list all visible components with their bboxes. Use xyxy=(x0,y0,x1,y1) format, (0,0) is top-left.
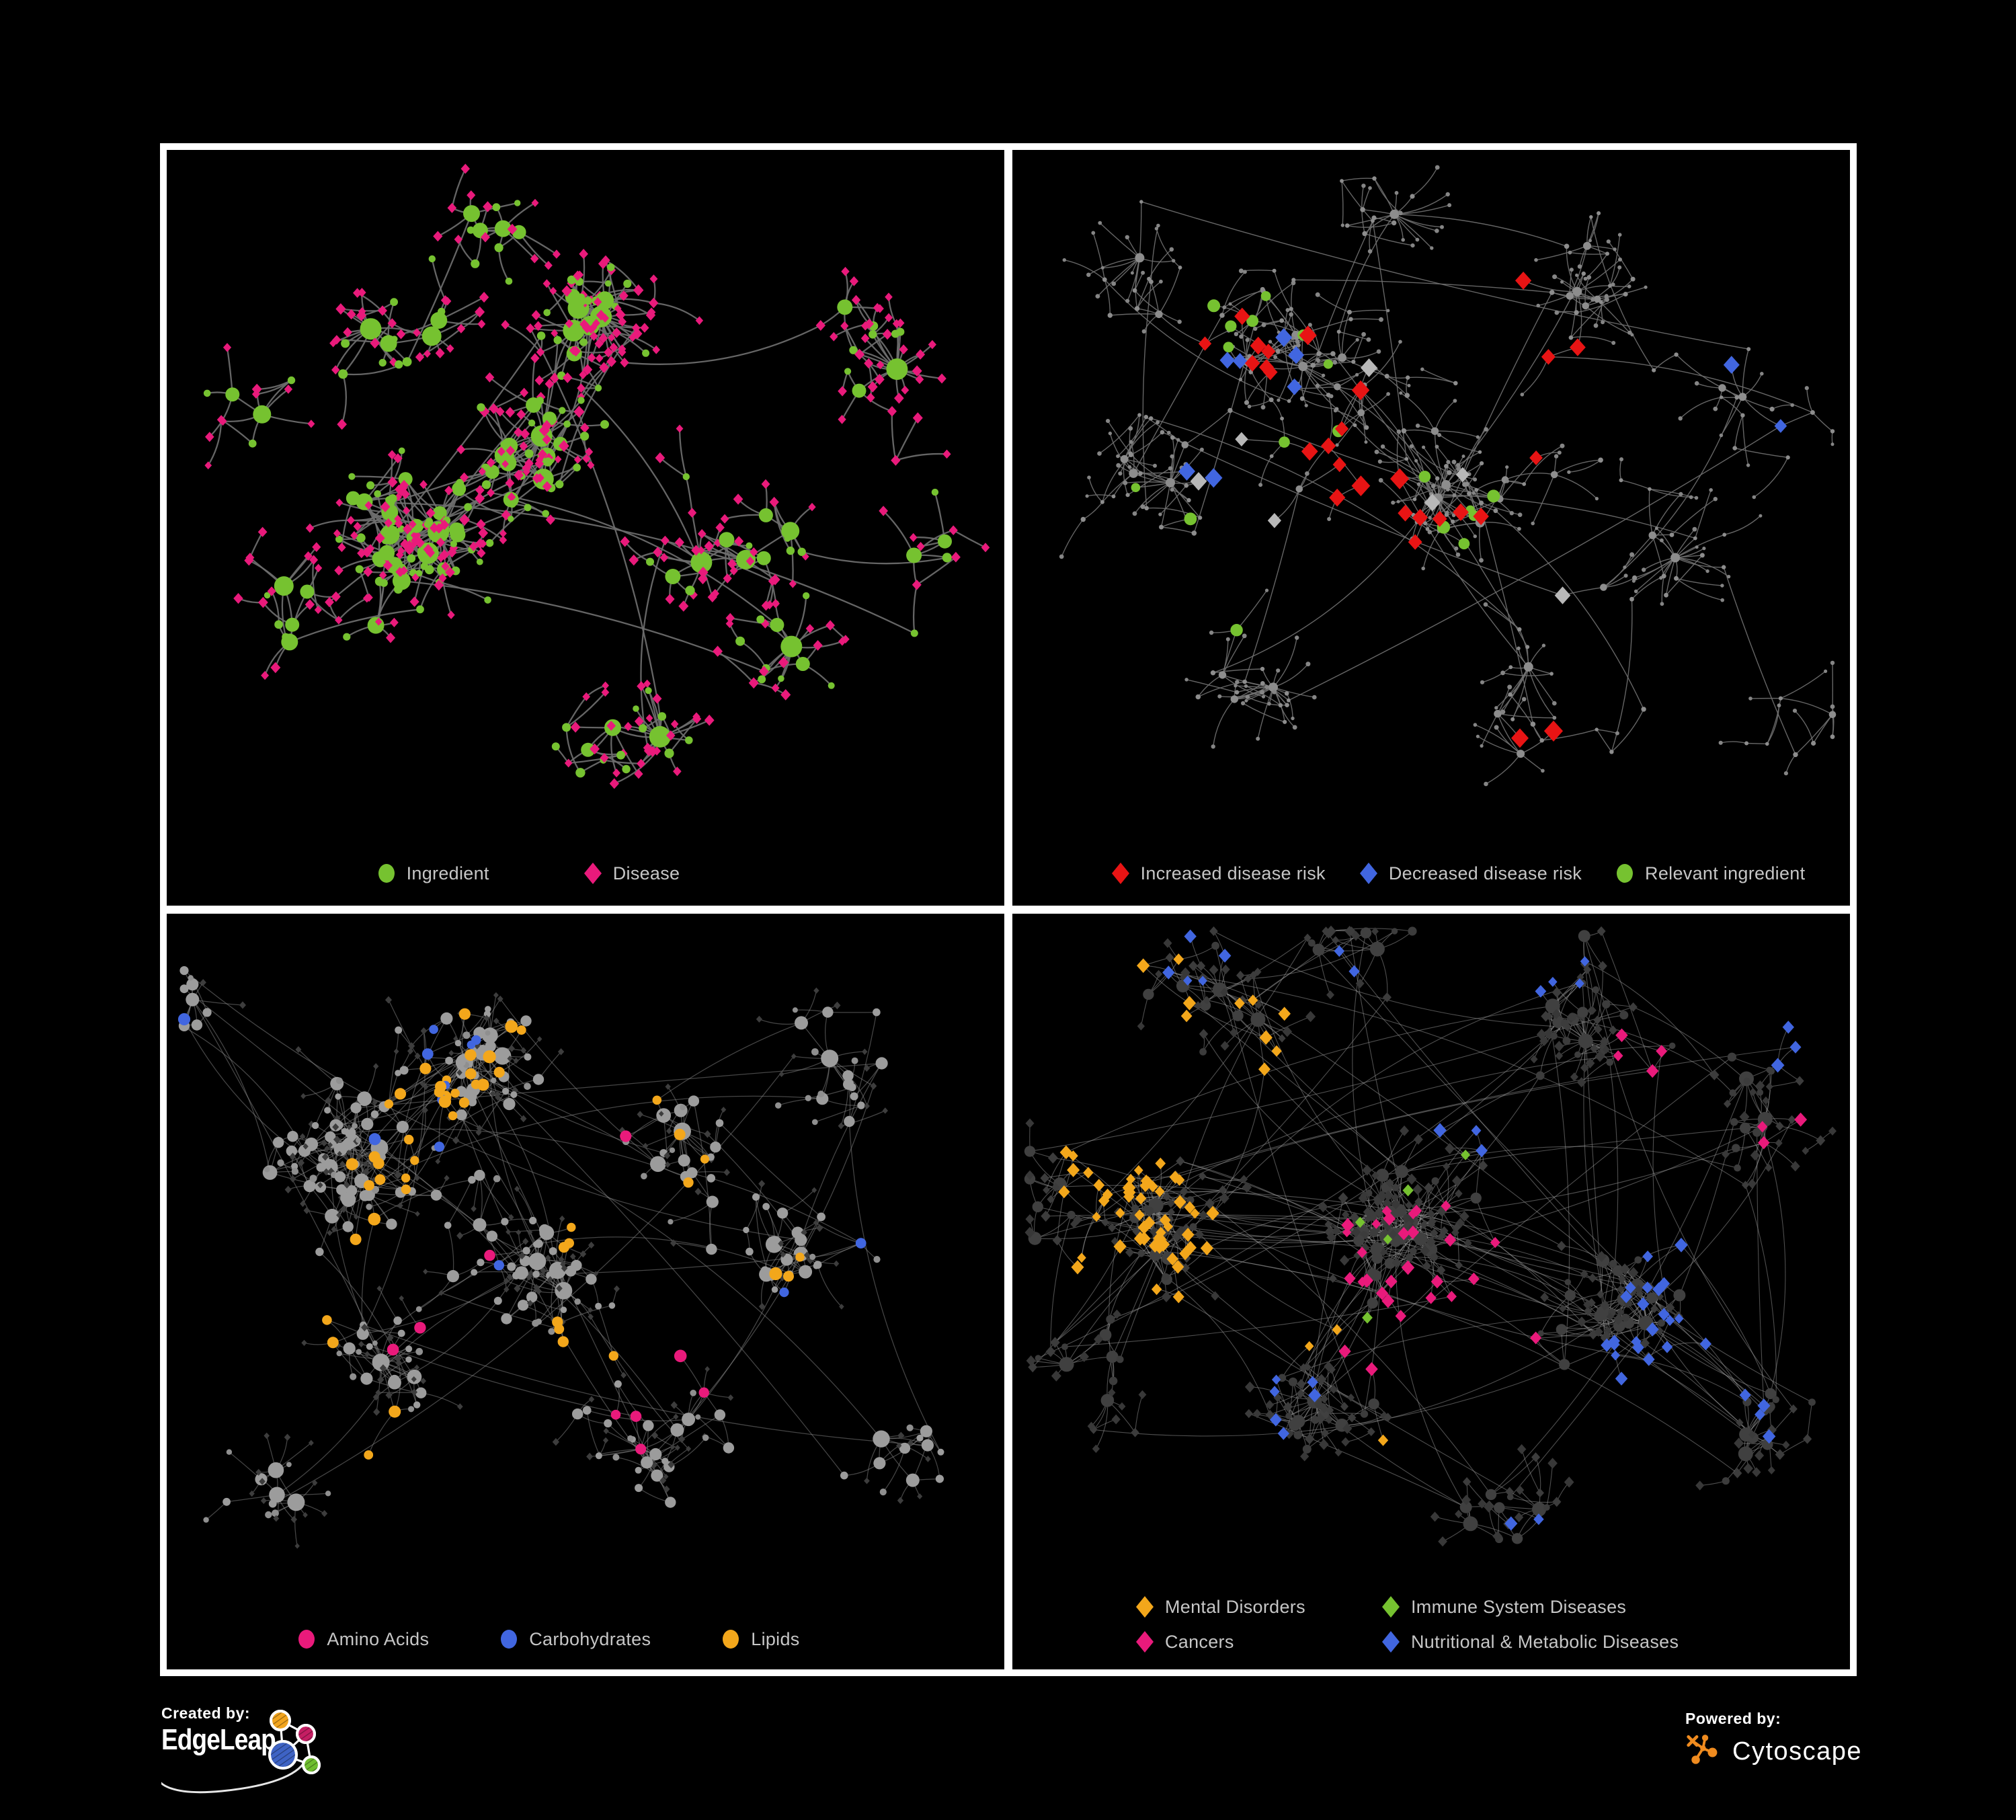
legend-marker-diamond-icon xyxy=(1136,1631,1154,1653)
legend-marker-diamond-icon xyxy=(1382,1596,1400,1618)
legend-marker-diamond-icon xyxy=(1359,863,1377,884)
legend-marker-diamond-icon xyxy=(1382,1631,1400,1653)
legend: Mental Disorders Immune System Diseases Ca… xyxy=(1012,1579,1850,1669)
powered-by-label: Powered by: xyxy=(1685,1710,1781,1727)
legend-marker-diamond-icon xyxy=(583,863,602,884)
cytoscape-network-icon xyxy=(1687,1735,1718,1764)
legend-label: Carbohydrates xyxy=(529,1628,651,1649)
legend: Ingredient Disease xyxy=(167,841,947,906)
edgeleap-logo: Created by: EdgeLeap xyxy=(161,1704,551,1819)
panel-ingredient-disease: Ingredient Disease xyxy=(167,150,1004,906)
legend-item: Mental Disorders xyxy=(1135,1595,1381,1618)
legend-item: Ingredient xyxy=(377,862,489,885)
legend-label: Immune System Diseases xyxy=(1411,1596,1627,1617)
legend-label: Ingredient xyxy=(406,863,489,883)
legend-item: Lipids xyxy=(721,1628,799,1651)
legend-item: Disease xyxy=(583,862,680,885)
legend-label: Relevant ingredient xyxy=(1645,863,1806,883)
legend-marker-circle-icon xyxy=(378,864,395,883)
legend-item: Decreased disease risk xyxy=(1359,862,1582,885)
legend-item: Carbohydrates xyxy=(499,1628,651,1651)
legend-label: Decreased disease risk xyxy=(1388,863,1582,883)
legend-label: Cancers xyxy=(1165,1631,1234,1652)
legend-item: Immune System Diseases xyxy=(1381,1595,1679,1618)
legend-marker-circle-icon xyxy=(723,1630,739,1649)
legend-label: Lipids xyxy=(751,1628,800,1649)
cytoscape-wordmark: Cytoscape xyxy=(1732,1737,1863,1766)
legend-item: Relevant ingredient xyxy=(1615,862,1805,885)
created-by-label: Created by: xyxy=(161,1704,251,1722)
legend-item: Increased disease risk xyxy=(1111,862,1326,885)
legend-item: Nutritional & Metabolic Diseases xyxy=(1381,1630,1679,1653)
legend: Increased disease risk Decreased disease … xyxy=(1039,841,1850,906)
network-graph xyxy=(1059,165,1837,787)
legend-marker-circle-icon xyxy=(501,1630,518,1649)
legend-label: Disease xyxy=(612,863,680,883)
panel-macronutrients: Amino Acids Carbohydrates Lipids xyxy=(167,914,1004,1669)
legend-label: Increased disease risk xyxy=(1140,863,1326,883)
legend-marker-diamond-icon xyxy=(1111,863,1129,884)
panel-disease-risk: Increased disease risk Decreased disease … xyxy=(1012,150,1850,906)
legend-label: Mental Disorders xyxy=(1165,1596,1305,1617)
panel-grid-frame: Ingredient Disease Increased disease risk… xyxy=(160,143,1857,1676)
network-graph xyxy=(177,966,944,1549)
network-graph xyxy=(203,163,990,789)
cytoscape-logo: Powered by: Cytoscape xyxy=(1685,1710,1994,1790)
network-graph xyxy=(1024,925,1837,1547)
legend-marker-circle-icon xyxy=(298,1630,315,1649)
legend: Amino Acids Carbohydrates Lipids xyxy=(167,1609,967,1669)
legend-marker-circle-icon xyxy=(1617,864,1634,883)
legend-item: Amino Acids xyxy=(297,1628,429,1651)
legend-label: Amino Acids xyxy=(327,1628,430,1649)
edgeleap-wordmark: EdgeLeap xyxy=(161,1723,276,1756)
panel-disease-categories: Mental Disorders Immune System Diseases Ca… xyxy=(1012,914,1850,1669)
edgeleap-network-icon xyxy=(161,1710,321,1794)
legend-label: Nutritional & Metabolic Diseases xyxy=(1411,1631,1679,1652)
legend-marker-diamond-icon xyxy=(1136,1596,1154,1618)
legend-item: Cancers xyxy=(1135,1630,1381,1653)
